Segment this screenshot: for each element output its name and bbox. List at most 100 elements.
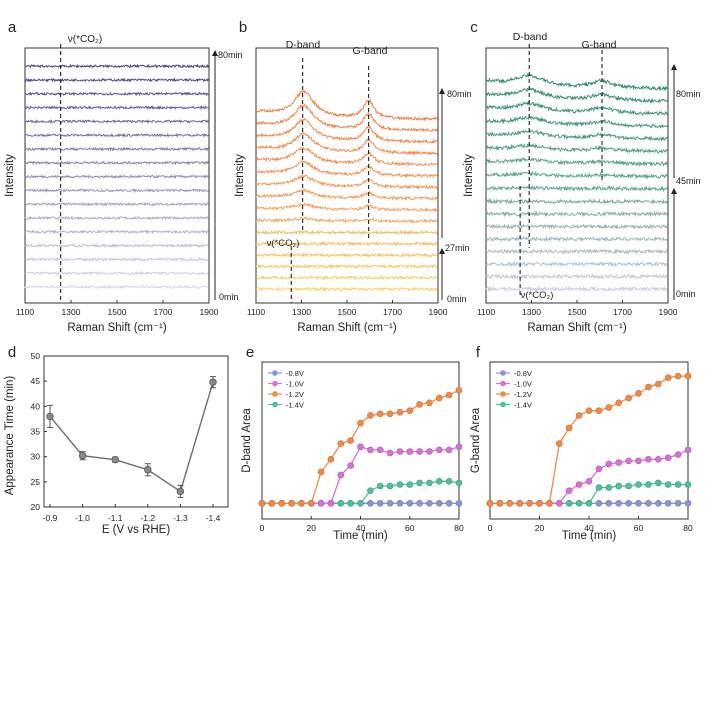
data-point-e — [455, 499, 463, 507]
spectrum-a — [24, 201, 209, 207]
data-point-e — [357, 443, 364, 451]
y-tick-label-d: 50 — [31, 351, 41, 361]
spectrum-c — [485, 235, 668, 243]
time-label-a: 80min — [218, 50, 243, 60]
data-point-d — [144, 466, 152, 474]
data-point-e — [416, 401, 423, 408]
data-point-f — [615, 499, 623, 507]
time-arrow-head-c — [671, 188, 677, 194]
legend-marker-e — [272, 380, 278, 387]
data-point-e — [396, 448, 404, 455]
y-tick-label-d: 30 — [31, 452, 41, 462]
data-point-f — [674, 499, 682, 507]
panel-letter-d: d — [8, 344, 16, 361]
x-axis-label-f: Time (min) — [562, 530, 617, 542]
data-point-f — [674, 372, 682, 380]
data-point-f — [575, 481, 583, 488]
data-point-f — [664, 481, 672, 488]
x-tick-label-a: 1100 — [16, 307, 35, 317]
data-point-f — [645, 383, 652, 391]
data-point-d — [111, 455, 119, 464]
data-point-f — [674, 451, 682, 458]
data-point-e — [396, 481, 404, 488]
y-axis-label-c: Intensity — [463, 154, 475, 197]
data-point-f — [645, 481, 652, 488]
data-point-e — [386, 482, 394, 490]
y-axis-label-d: Appearance Time (min) — [4, 376, 16, 496]
x-tick-label-e: 0 — [260, 523, 265, 533]
data-point-e — [416, 499, 423, 507]
data-point-f — [645, 455, 652, 463]
spectrum-c — [485, 273, 668, 280]
time-arrow-head-b — [439, 248, 445, 254]
spectrum-a — [24, 91, 209, 97]
panel-letter-b: b — [239, 19, 247, 36]
x-tick-label-e: 20 — [307, 523, 317, 533]
data-point-f — [684, 372, 692, 380]
data-point-e — [376, 499, 384, 507]
data-point-f — [625, 499, 632, 507]
data-point-e — [426, 499, 433, 507]
time-arrow-head-b — [439, 88, 445, 94]
spectrum-b — [255, 216, 438, 224]
data-point-d — [46, 412, 54, 421]
data-point-e — [367, 446, 374, 454]
series-line-d — [49, 381, 214, 493]
spectrum-b — [255, 202, 438, 213]
x-tick-label-c: 1900 — [659, 307, 678, 317]
legend-label-e: -1.0V — [286, 380, 304, 389]
data-point-f — [605, 484, 613, 491]
x-tick-label-f: 0 — [488, 523, 493, 533]
x-tick-label-c: 1100 — [477, 307, 496, 317]
marker-label-b: G-band — [352, 45, 387, 57]
spectrum-a — [24, 105, 209, 111]
data-point-e — [268, 499, 276, 507]
data-point-f — [585, 477, 593, 485]
spectrum-c — [485, 87, 668, 104]
data-point-f — [575, 412, 583, 419]
x-axis-label-a: Raman Shift (cm⁻¹) — [67, 322, 167, 334]
panel-letter-f: f — [476, 344, 481, 361]
data-point-f — [635, 499, 642, 507]
x-tick-label-c: 1500 — [568, 307, 587, 317]
legend-marker-f — [500, 370, 506, 376]
x-tick-label-b: 1700 — [383, 307, 402, 317]
data-point-f — [654, 479, 662, 487]
data-point-e — [337, 499, 345, 507]
time-label-a: 0min — [219, 292, 239, 302]
spectrum-c — [485, 157, 668, 168]
spectrum-c — [485, 198, 668, 205]
data-point-f — [664, 374, 672, 382]
x-tick-label-a: 1300 — [62, 307, 81, 317]
legend-marker-e — [272, 391, 278, 397]
spectrum-c — [485, 115, 668, 129]
spectrum-c — [485, 248, 668, 255]
spectrum-c — [485, 129, 668, 142]
y-axis-label-b: Intensity — [234, 154, 246, 197]
data-point-e — [347, 499, 354, 507]
data-point-e — [416, 479, 423, 487]
x-tick-label-d: -1.4 — [206, 513, 221, 523]
data-point-f — [625, 482, 632, 490]
x-tick-label-d: -1.3 — [173, 513, 188, 523]
data-point-f — [555, 440, 563, 447]
panel-letter-a: a — [8, 19, 17, 36]
data-point-e — [347, 462, 354, 469]
series-line-e — [262, 446, 460, 504]
legend-marker-f — [500, 380, 506, 387]
x-axis-label-c: Raman Shift (cm⁻¹) — [527, 322, 627, 334]
spectrum-a — [24, 270, 209, 276]
x-tick-label-e: 60 — [405, 523, 415, 533]
marker-label-c: G-band — [581, 39, 616, 51]
spectrum-b — [255, 89, 438, 122]
marker-label-c: ν(*CO₂) — [521, 290, 554, 301]
data-point-e — [435, 477, 443, 485]
data-point-e — [327, 499, 335, 507]
x-tick-label-a: 1900 — [200, 307, 219, 317]
x-tick-label-b: 1900 — [429, 307, 448, 317]
data-point-e — [406, 499, 414, 507]
spectrum-c — [485, 100, 668, 116]
spectrum-a — [24, 160, 209, 166]
spectrum-a — [24, 77, 209, 83]
data-point-e — [298, 499, 305, 507]
